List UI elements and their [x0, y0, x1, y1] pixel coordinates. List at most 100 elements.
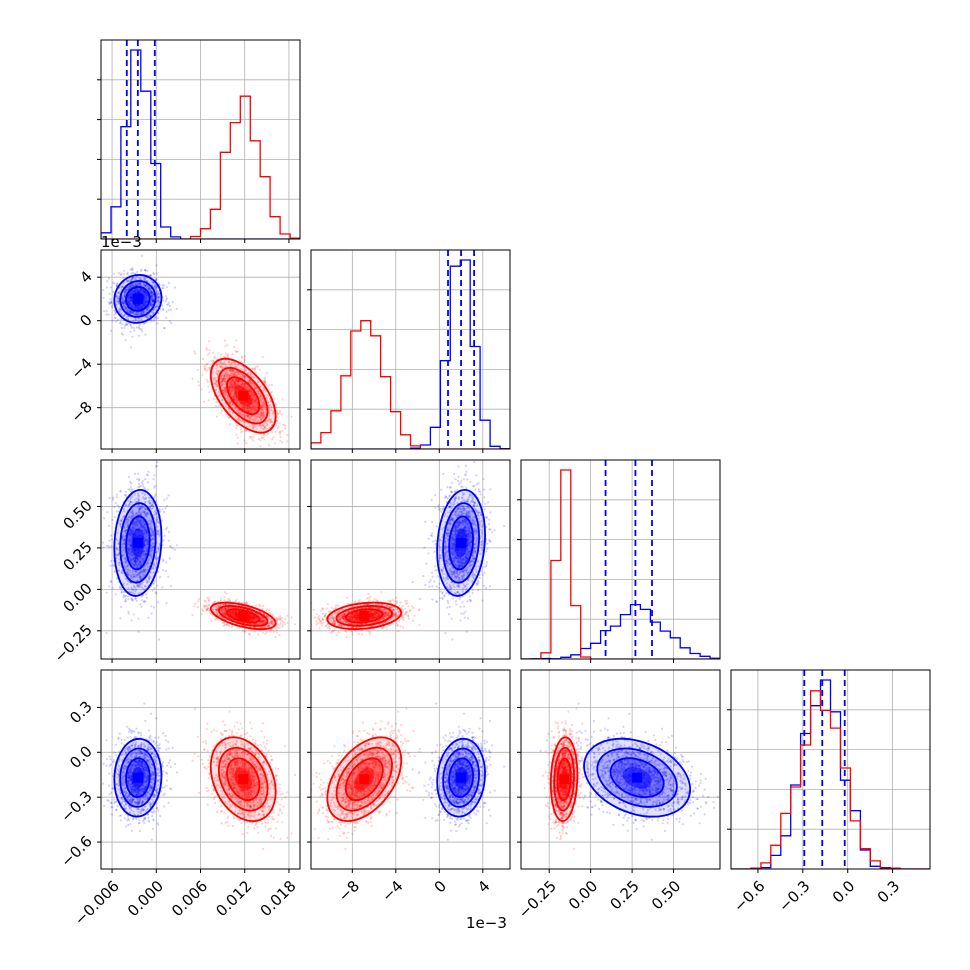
sample-point — [108, 302, 111, 305]
sample-point — [249, 374, 252, 377]
sample-point — [137, 592, 140, 595]
sample-point — [138, 327, 141, 331]
sample-point — [128, 547, 132, 551]
sample-point — [148, 288, 151, 291]
sample-point — [151, 529, 154, 532]
sample-point — [233, 382, 236, 385]
sample-point — [281, 625, 284, 628]
sample-point — [155, 550, 158, 553]
sample-point — [229, 388, 232, 391]
sample-point — [124, 566, 128, 569]
sample-point — [150, 550, 153, 553]
sample-point — [128, 569, 131, 572]
sample-point — [114, 311, 117, 315]
sample-point — [144, 554, 147, 557]
sample-point — [224, 362, 227, 366]
sample-point — [255, 371, 258, 374]
sample-point — [158, 296, 161, 299]
sample-point — [243, 375, 247, 378]
sample-point — [237, 371, 240, 374]
sample-point — [133, 576, 136, 579]
sample-point — [254, 366, 257, 369]
sample-point — [143, 570, 146, 573]
sample-point — [123, 290, 126, 293]
sample-point — [139, 507, 142, 510]
sample-point — [259, 414, 262, 417]
sample-point — [128, 297, 131, 300]
sample-point — [140, 481, 144, 484]
sample-point — [134, 569, 137, 573]
sample-point — [250, 408, 253, 411]
sample-point — [134, 570, 137, 573]
sample-point — [133, 562, 136, 565]
sample-point — [147, 306, 150, 309]
sample-point — [152, 571, 155, 574]
sample-point — [130, 482, 133, 485]
sample-point — [153, 563, 156, 566]
sample-point — [138, 572, 141, 575]
sample-point — [129, 497, 132, 500]
sample-point — [153, 534, 156, 537]
sample-point — [221, 383, 224, 387]
sample-point — [142, 496, 145, 499]
sample-point — [143, 289, 146, 292]
sample-point — [152, 319, 155, 322]
sample-point — [264, 632, 267, 636]
sample-point — [229, 363, 232, 366]
sample-point — [229, 369, 232, 372]
sample-point — [133, 305, 136, 309]
sample-point — [145, 569, 148, 572]
sample-point — [260, 404, 263, 408]
sample-point — [137, 517, 140, 520]
sample-point — [153, 317, 156, 320]
sample-point — [262, 413, 265, 416]
sample-point — [126, 309, 129, 312]
sample-point — [162, 299, 165, 302]
sample-point — [121, 517, 124, 521]
sample-point — [215, 379, 218, 382]
sample-point — [216, 372, 219, 376]
sample-point — [241, 407, 245, 410]
sample-point — [139, 307, 142, 310]
sample-point — [150, 533, 153, 536]
sample-point — [141, 581, 144, 584]
sample-point — [149, 315, 152, 318]
sample-point — [248, 389, 251, 392]
sample-point — [145, 287, 148, 290]
sample-point — [235, 374, 238, 377]
sample-point — [259, 395, 262, 398]
sample-point — [152, 294, 155, 297]
sample-point — [237, 379, 241, 383]
sample-point — [123, 548, 126, 551]
sample-point — [219, 411, 222, 414]
sample-point — [127, 298, 130, 301]
sample-point — [131, 529, 134, 532]
sample-point — [128, 533, 132, 536]
sample-point — [219, 361, 222, 364]
sample-point — [105, 632, 108, 635]
sample-point — [241, 404, 245, 407]
sample-point — [144, 299, 147, 302]
sample-point — [127, 488, 130, 491]
sample-point — [122, 303, 125, 306]
sample-point — [134, 307, 137, 310]
sample-point — [151, 292, 155, 295]
sample-point — [134, 559, 137, 562]
sample-point — [142, 521, 145, 524]
sample-point — [129, 500, 132, 503]
sample-point — [144, 279, 147, 282]
sample-point — [225, 375, 228, 378]
sample-point — [231, 385, 234, 388]
sample-point — [165, 316, 168, 319]
sample-point — [231, 387, 234, 390]
sample-point — [165, 298, 168, 301]
sample-point — [129, 528, 132, 531]
sample-point — [262, 408, 265, 412]
sample-point — [253, 387, 256, 390]
sample-point — [123, 293, 126, 297]
sample-point — [249, 392, 252, 395]
sample-point — [108, 497, 111, 500]
sample-point — [263, 388, 266, 391]
sample-point — [129, 558, 132, 561]
sample-point — [233, 380, 236, 383]
